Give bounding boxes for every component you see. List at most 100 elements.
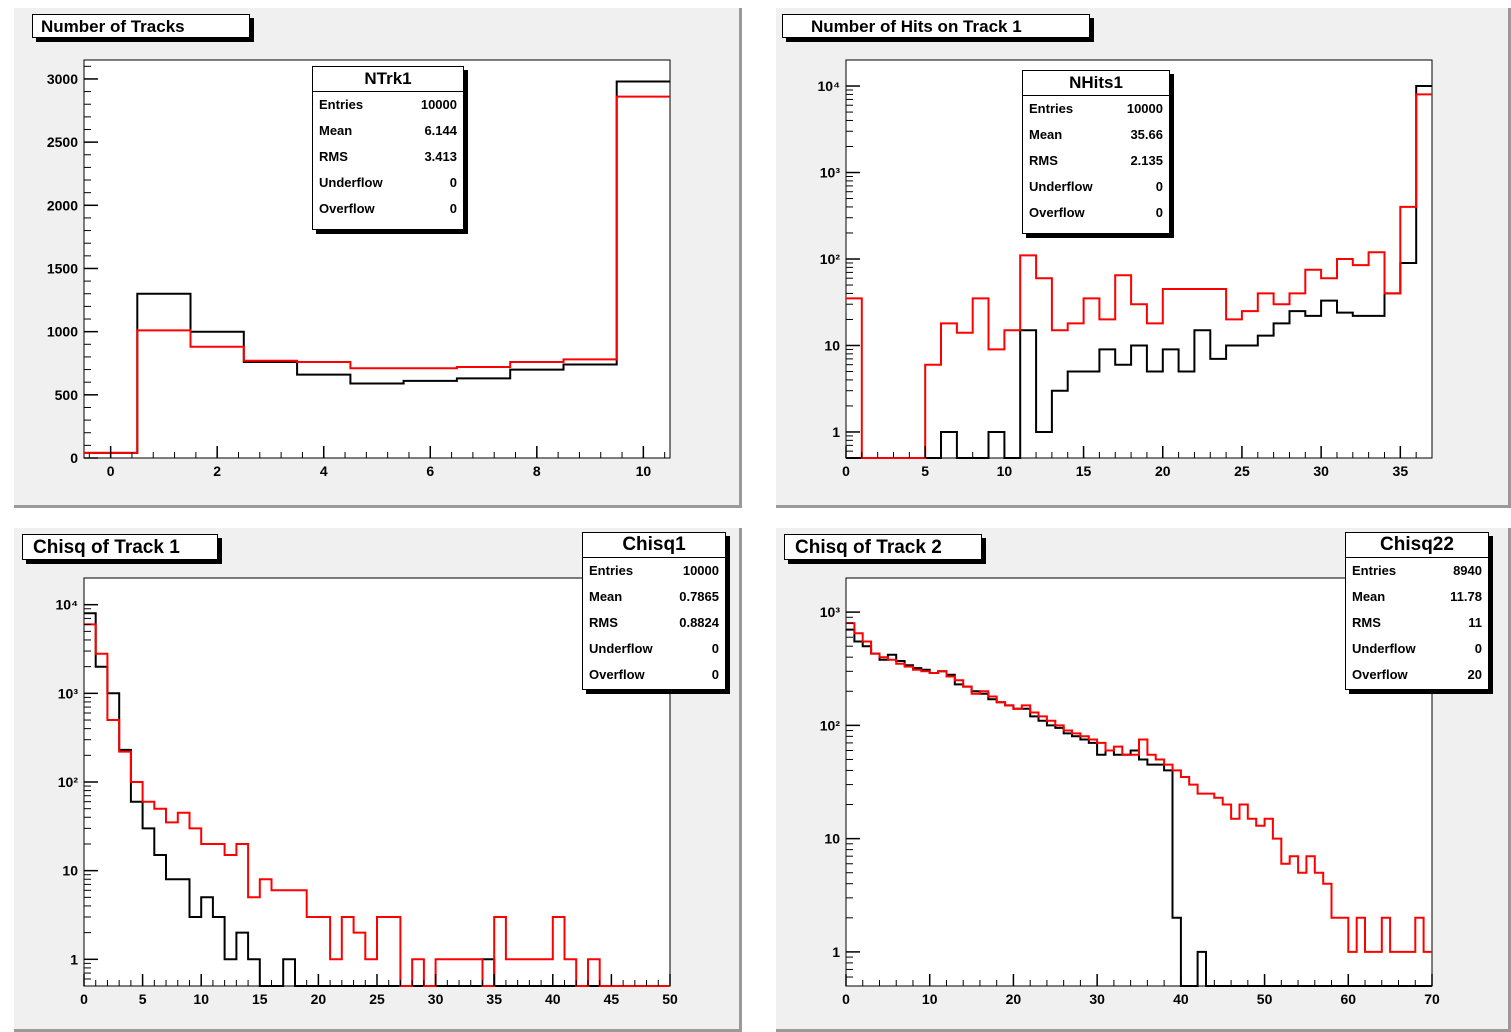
stats-label-overflow: Overflow — [319, 201, 375, 216]
y-tick-label: 1500 — [47, 260, 78, 276]
stats-value-rms: 0.8824 — [679, 615, 719, 630]
x-tick-label: 15 — [1076, 463, 1092, 479]
y-tick-label: 0 — [70, 450, 78, 466]
histogram-series-truth — [846, 622, 1432, 953]
histogram-series-reco — [846, 85, 1432, 459]
stats-label-entries: Entries — [319, 97, 364, 112]
stats-label-rms: RMS — [1029, 153, 1058, 168]
pad-nhits: 0 5 10 15 20 25 30 35 1 10 10² 10³ 10⁴ Number of Hit… — [776, 8, 1511, 508]
y-tick-label: 10³ — [820, 604, 841, 620]
x-tick-label: 50 — [662, 991, 678, 1007]
y-tick-label: 1000 — [47, 324, 78, 340]
stats-box: NTrk1 Entries 10000 Mean 6.144 RMS 3.413 Un… — [312, 66, 464, 230]
pad-chisq2: 0 10 20 30 40 50 60 70 1 10 10² 10³ Chisq of Track … — [776, 528, 1511, 1032]
x-tick-label: 20 — [1006, 991, 1022, 1007]
x-tick-label: 20 — [311, 991, 327, 1007]
x-tick-label: 0 — [107, 463, 115, 479]
stats-label-mean: Mean — [1029, 127, 1063, 142]
x-tick-label: 0 — [80, 991, 88, 1007]
histogram-series-reco — [846, 628, 1432, 987]
stats-name: Chisq22 — [1346, 533, 1488, 558]
stats-value-overflow: 0 — [449, 201, 457, 216]
stats-value-rms: 3.413 — [424, 149, 457, 164]
stats-box: NHits1 Entries 10000 Mean 35.66 RMS 2.135 U… — [1022, 70, 1170, 234]
stats-label-entries: Entries — [1029, 101, 1074, 116]
x-tick-label: 10 — [997, 463, 1013, 479]
x-tick-label: 8 — [533, 463, 541, 479]
x-tick-label: 35 — [1393, 463, 1409, 479]
stats-value-mean: 0.7865 — [679, 589, 719, 604]
x-tick-label: 30 — [428, 991, 444, 1007]
stats-label-underflow: Underflow — [1029, 179, 1093, 194]
stats-label-mean: Mean — [319, 123, 353, 138]
stats-value-entries: 10000 — [420, 97, 457, 112]
x-tick-label: 5 — [921, 463, 929, 479]
y-tick-label: 10⁴ — [818, 78, 841, 94]
y-tick-label: 10 — [62, 863, 78, 879]
x-tick-label: 6 — [426, 463, 434, 479]
stats-value-entries: 10000 — [1126, 101, 1163, 116]
x-tick-label: 25 — [1234, 463, 1250, 479]
chart-title: Number of Hits on Track 1 — [782, 14, 1090, 38]
stats-value-rms: 11 — [1468, 615, 1482, 630]
x-tick-label: 70 — [1424, 991, 1440, 1007]
y-tick-label: 2500 — [47, 134, 78, 150]
stats-name: Chisq1 — [583, 533, 725, 558]
y-tick-label: 10³ — [58, 685, 79, 701]
x-tick-label: 30 — [1089, 991, 1105, 1007]
stats-label-overflow: Overflow — [1029, 205, 1085, 220]
x-tick-label: 15 — [252, 991, 268, 1007]
x-tick-label: 4 — [320, 463, 328, 479]
stats-value-underflow: 0 — [1155, 179, 1163, 194]
y-tick-label: 1 — [832, 424, 840, 440]
chart-title: Chisq of Track 1 — [22, 534, 218, 560]
stats-label-entries: Entries — [1352, 563, 1397, 578]
x-tick-label: 40 — [545, 991, 561, 1007]
histogram-series-truth — [84, 95, 670, 454]
stats-label-overflow: Overflow — [1352, 667, 1408, 682]
stats-name: NTrk1 — [313, 67, 463, 92]
y-tick-label: 1 — [70, 951, 78, 967]
histogram-series-reco — [84, 80, 670, 454]
stats-value-mean: 6.144 — [424, 123, 457, 138]
x-tick-label: 60 — [1340, 991, 1356, 1007]
stats-label-mean: Mean — [589, 589, 623, 604]
chart-title: Number of Tracks — [32, 14, 250, 38]
x-tick-label: 0 — [842, 463, 850, 479]
y-tick-label: 10 — [824, 831, 840, 847]
y-tick-label: 10⁴ — [56, 597, 79, 613]
stats-value-mean: 35.66 — [1130, 127, 1163, 142]
y-tick-label: 10² — [58, 774, 79, 790]
x-tick-label: 5 — [139, 991, 147, 1007]
histogram-chisq1: 0 5 10 15 20 25 30 35 40 45 50 1 10 10² 10³ 10⁴ — [56, 577, 678, 1007]
y-tick-label: 3000 — [47, 71, 78, 87]
pad-ntracks: 0 2 4 6 8 10 0 500 1000 1500 2000 2500 3000 Number o… — [14, 8, 742, 508]
stats-value-overflow: 0 — [711, 667, 719, 682]
x-tick-label: 35 — [486, 991, 502, 1007]
y-tick-label: 500 — [55, 387, 79, 403]
stats-label-rms: RMS — [319, 149, 348, 164]
x-tick-label: 20 — [1155, 463, 1171, 479]
x-tick-label: 50 — [1257, 991, 1273, 1007]
y-tick-label: 2000 — [47, 197, 78, 213]
stats-label-entries: Entries — [589, 563, 634, 578]
y-tick-label: 10² — [820, 251, 841, 267]
stats-label-rms: RMS — [589, 615, 618, 630]
x-tick-label: 30 — [1313, 463, 1329, 479]
stats-value-rms: 2.135 — [1130, 153, 1163, 168]
pad-chisq1: 0 5 10 15 20 25 30 35 40 45 50 1 10 10² 10³ 10⁴ Chisq o… — [14, 528, 742, 1032]
stats-box: Chisq1 Entries 10000 Mean 0.7865 RMS 0.8824… — [582, 532, 726, 690]
histogram-chisq2: 0 10 20 30 40 50 60 70 1 10 10² 10³ — [820, 577, 1440, 1007]
stats-value-mean: 11.78 — [1450, 589, 1482, 604]
y-tick-label: 10 — [824, 337, 840, 353]
stats-label-underflow: Underflow — [319, 175, 383, 190]
x-tick-label: 40 — [1173, 991, 1189, 1007]
stats-label-mean: Mean — [1352, 589, 1386, 604]
histogram-series-truth — [846, 93, 1432, 459]
x-tick-label: 10 — [922, 991, 938, 1007]
stats-value-underflow: 0 — [711, 641, 719, 656]
stats-value-underflow: 0 — [449, 175, 457, 190]
x-tick-label: 45 — [604, 991, 620, 1007]
stats-label-overflow: Overflow — [589, 667, 645, 682]
stats-value-entries: 10000 — [682, 563, 719, 578]
